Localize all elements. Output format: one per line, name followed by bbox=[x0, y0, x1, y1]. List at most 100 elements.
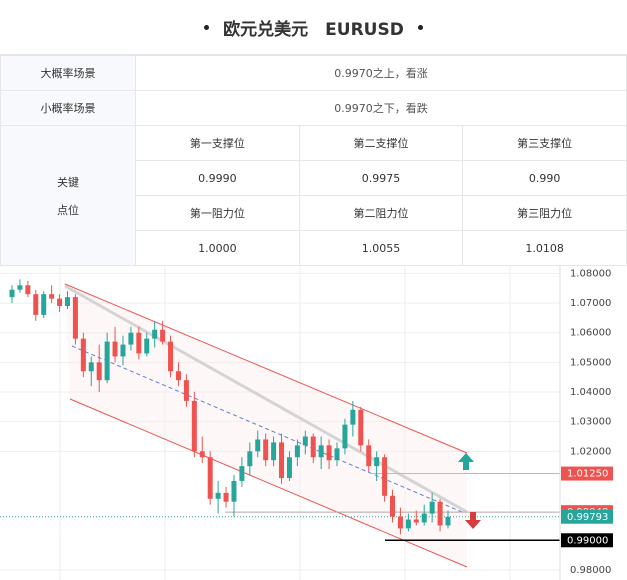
candle-body bbox=[25, 285, 31, 295]
price-label: 0.99793 bbox=[567, 512, 608, 523]
candle-body bbox=[160, 329, 166, 342]
y-tick-label: 1.02000 bbox=[570, 446, 611, 457]
row: 第一阻力位 第二阻力位 第三阻力位 bbox=[1, 195, 627, 231]
y-tick-label: 1.08000 bbox=[570, 268, 611, 279]
candle-body bbox=[152, 329, 158, 339]
candle-body bbox=[271, 442, 277, 461]
candle-body bbox=[279, 442, 285, 479]
y-tick-label: 1.04000 bbox=[570, 387, 611, 398]
cell: 第三阻力位 bbox=[462, 195, 627, 231]
candle-body bbox=[175, 371, 181, 381]
candle-body bbox=[294, 445, 300, 458]
row: 小概率场景 0.9970之下，看跌 bbox=[0, 90, 627, 126]
candle-body bbox=[191, 400, 197, 452]
candle-body bbox=[80, 338, 86, 372]
arrow-up bbox=[458, 453, 474, 470]
candle-body bbox=[231, 480, 237, 502]
cell: 第一支撑位 bbox=[135, 125, 300, 161]
candle-body bbox=[445, 516, 451, 526]
chart: 1.08000 1.07000 1.06000 1.05000 1.04000 1.030… bbox=[0, 266, 613, 580]
row-label: 关键 点位 bbox=[0, 125, 136, 266]
row: 1.0000 1.0055 1.0108 bbox=[1, 230, 627, 266]
candle-body bbox=[88, 362, 94, 372]
candle-body bbox=[207, 457, 213, 499]
candle-body bbox=[390, 495, 396, 517]
candle-body bbox=[96, 362, 102, 381]
candle-body bbox=[215, 492, 221, 499]
candle-body bbox=[168, 341, 174, 372]
candle-body bbox=[302, 436, 308, 446]
cell: 第一阻力位 bbox=[135, 195, 300, 231]
row-label: 小概率场景 bbox=[0, 90, 136, 126]
candle-body bbox=[326, 445, 332, 461]
price-label-bg bbox=[561, 466, 613, 481]
price-label-bg bbox=[561, 509, 613, 524]
cell: 0.9990 bbox=[135, 160, 300, 196]
candle-body bbox=[350, 409, 356, 425]
drawings bbox=[64, 283, 468, 568]
candle-body bbox=[144, 338, 150, 354]
candles bbox=[9, 279, 451, 535]
label-line: 点位 bbox=[57, 203, 79, 217]
mid-line bbox=[71, 345, 463, 513]
title: 欧元兑美元 EURUSD bbox=[223, 19, 404, 40]
arrow-down-shape bbox=[465, 512, 481, 529]
cell: 第二阻力位 bbox=[298, 195, 464, 231]
candle-body bbox=[405, 519, 411, 529]
y-tick-label: 1.05000 bbox=[570, 357, 611, 368]
candle-body bbox=[104, 341, 110, 381]
header: 欧元兑美元 EURUSD bbox=[0, 0, 627, 55]
candle-body bbox=[421, 513, 427, 523]
price-label-bg bbox=[561, 533, 613, 548]
trend-line bbox=[64, 284, 468, 514]
channel-lower bbox=[69, 398, 468, 568]
candle-body bbox=[263, 439, 269, 461]
candle-body bbox=[33, 294, 39, 315]
candle-body bbox=[49, 294, 55, 299]
candle-body bbox=[199, 451, 205, 458]
y-tick-label: 1.07000 bbox=[570, 298, 611, 309]
candle-body bbox=[136, 332, 142, 354]
candle-body bbox=[112, 341, 118, 357]
candle-body bbox=[239, 466, 245, 481]
candle-body bbox=[247, 451, 253, 467]
bullet bbox=[204, 24, 210, 30]
candle-body bbox=[429, 501, 435, 514]
candle-body bbox=[397, 516, 403, 529]
cell: 0.990 bbox=[462, 160, 627, 196]
levels bbox=[0, 473, 560, 542]
cell: 1.0055 bbox=[298, 230, 464, 266]
candle-body bbox=[41, 294, 47, 315]
candle-body bbox=[9, 289, 15, 298]
cell: 0.9970之上，看涨 bbox=[135, 55, 627, 91]
candle-body bbox=[64, 297, 70, 307]
analysis-table: 大概率场景 0.9970之上，看涨 小概率场景 0.9970之下，看跌 关键 点… bbox=[0, 55, 627, 266]
cell: 第二支撑位 bbox=[298, 125, 464, 161]
candle-body bbox=[374, 457, 380, 467]
candle-body bbox=[17, 285, 23, 290]
cell: 1.0108 bbox=[462, 230, 627, 266]
candle-body bbox=[342, 424, 348, 449]
cell: 1.0000 bbox=[135, 230, 300, 266]
price-label: 1.01250 bbox=[567, 469, 608, 480]
arrow-up-shape bbox=[458, 453, 474, 470]
candle-body bbox=[120, 344, 126, 357]
channel-upper bbox=[64, 283, 468, 454]
candle-body bbox=[318, 445, 324, 458]
cell: 0.9970之下，看跌 bbox=[135, 90, 627, 126]
row: 0.9990 0.9975 0.990 bbox=[1, 160, 627, 196]
cell: 第三支撑位 bbox=[462, 125, 627, 161]
price-label: 0.99000 bbox=[567, 535, 608, 546]
y-tick-label: 0.98000 bbox=[570, 565, 611, 576]
bullet bbox=[417, 24, 423, 30]
row-label: 大概率场景 bbox=[0, 55, 136, 91]
cell: 0.9975 bbox=[298, 160, 464, 196]
candle-body bbox=[286, 457, 292, 479]
axis: 1.08000 1.07000 1.06000 1.05000 1.04000 1.030… bbox=[561, 268, 613, 576]
candle-body bbox=[382, 457, 388, 496]
candle-body bbox=[334, 448, 340, 461]
row: 大概率场景 0.9970之上，看涨 bbox=[0, 55, 627, 91]
label-line: 关键 bbox=[57, 175, 79, 189]
candle-body bbox=[57, 298, 63, 307]
